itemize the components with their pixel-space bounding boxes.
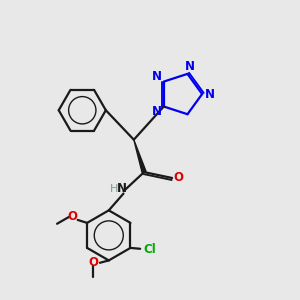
Text: Cl: Cl — [144, 243, 157, 256]
Text: N: N — [152, 70, 162, 83]
Text: N: N — [185, 60, 195, 73]
Text: H: H — [110, 184, 118, 194]
Text: N: N — [206, 88, 215, 100]
Polygon shape — [134, 140, 146, 173]
Text: O: O — [88, 256, 98, 269]
Text: O: O — [174, 171, 184, 184]
Text: O: O — [68, 211, 77, 224]
Text: N: N — [117, 182, 127, 195]
Text: N: N — [152, 105, 162, 118]
